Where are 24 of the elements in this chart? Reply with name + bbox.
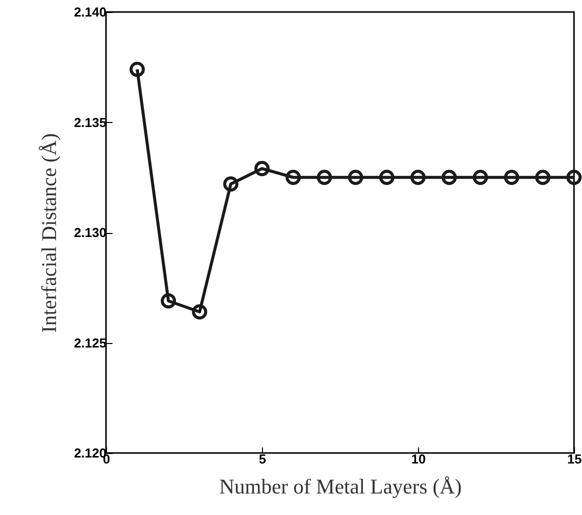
point [472,170,488,185]
point [442,170,457,185]
point [223,176,238,192]
point [316,170,332,185]
point [410,170,426,185]
x-tick-label: 15 [567,452,582,466]
point [254,160,270,176]
point [504,170,520,185]
y-tick-label: 2.140 [74,4,106,20]
x-tick-label: 10 [411,452,426,466]
y-tick-label: 2.125 [74,335,106,350]
point [348,170,364,185]
point [535,170,550,185]
point [379,170,394,185]
point [130,62,145,77]
point [160,293,176,308]
x-tick-label: 5 [258,452,266,466]
y-axis-title: Interfacial Distance (Å) [36,133,61,333]
point [192,304,208,320]
y-tick-label: 2.130 [74,225,106,240]
point [566,170,582,185]
y-tick-label: 2.135 [74,114,106,130]
point [286,170,301,185]
x-axis-title: Number of Metal Layers (Å) [219,474,462,498]
